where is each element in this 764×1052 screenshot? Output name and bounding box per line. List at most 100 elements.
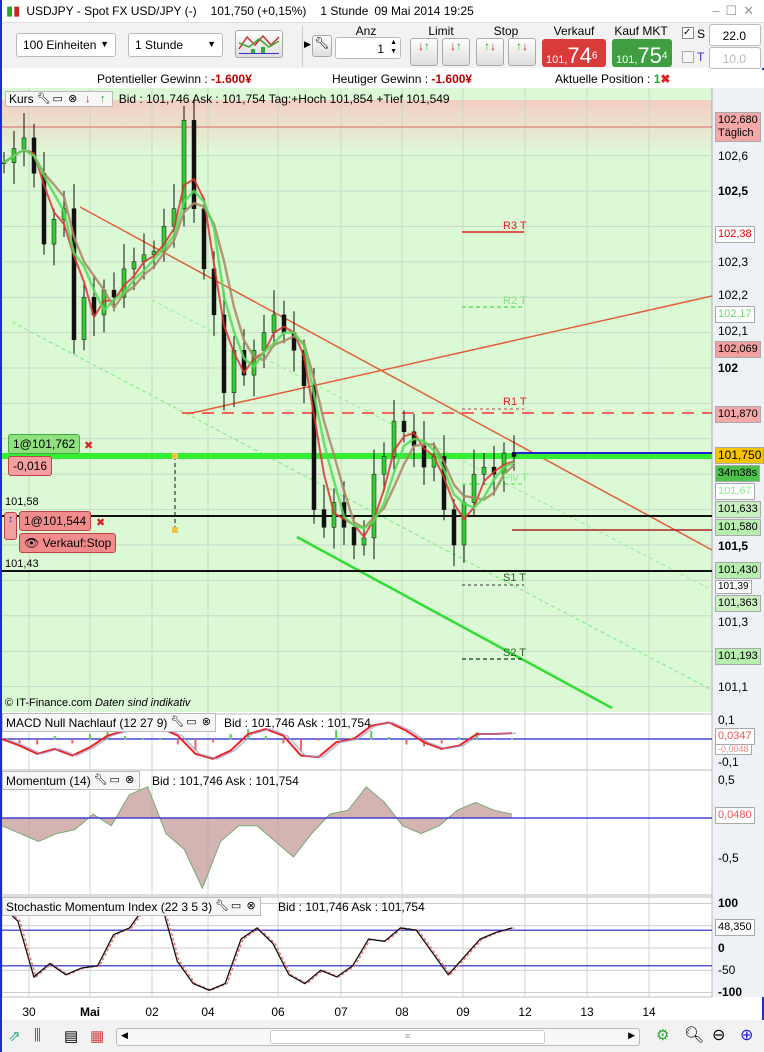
daily-high-value: 102,680 xyxy=(718,114,758,126)
macd-histogram-bar xyxy=(317,739,320,741)
window-icon[interactable]: ▭ xyxy=(230,900,242,912)
position-value: 1 xyxy=(653,72,661,86)
smi-value-tag: 48,350 xyxy=(715,919,755,936)
candle-body xyxy=(371,473,377,539)
settings-button[interactable]: 🔧︎ xyxy=(312,35,332,57)
piv-label: Piv T xyxy=(503,472,528,484)
buy-order-tag[interactable]: 1@101,762 xyxy=(8,434,81,454)
wrench-icon[interactable]: 🔧︎ xyxy=(170,716,185,728)
window-icon[interactable]: ▭ xyxy=(52,92,63,105)
eye-icon: 👁︎ xyxy=(24,536,43,550)
stepper-arrows-icon[interactable]: ▲ ▼ xyxy=(390,39,397,55)
close-circle-icon[interactable]: ⊗ xyxy=(201,716,212,728)
window-icon[interactable]: ▭ xyxy=(186,716,197,728)
close-icon[interactable]: ✕ xyxy=(743,3,760,18)
stop-type-tag[interactable]: 👁︎ Verkauf:Stop xyxy=(19,533,117,553)
candle-body xyxy=(21,137,27,149)
sell-price-prefix: 101, xyxy=(546,54,568,66)
period-select[interactable]: 1 Stunde ▼ xyxy=(128,33,223,57)
close-circle-icon[interactable]: ⊗ xyxy=(125,774,135,786)
wrench-icon[interactable]: 🔧︎ xyxy=(215,900,230,912)
orderbook-icon[interactable]: ▦ xyxy=(90,1028,105,1045)
t-stepper[interactable]: 10.0 xyxy=(709,47,761,69)
candle-body xyxy=(451,509,457,546)
smi-line xyxy=(2,902,513,991)
title-bar: ▮▮ USDJPY - Spot FX USD/JPY (-) 101,750 … xyxy=(2,0,764,22)
level-102069-tag: 102,069 xyxy=(715,341,761,358)
stop-sell-button[interactable]: ↑↓ xyxy=(508,38,536,66)
macd-tick: 0,1 xyxy=(718,713,735,727)
report-icon[interactable]: ▤ xyxy=(64,1028,79,1045)
s-checkbox[interactable]: ✓ xyxy=(682,27,694,39)
limit-order-icon: ↓ xyxy=(450,39,456,53)
macd-histogram-bar xyxy=(370,731,373,740)
date-axis-tick: 13 xyxy=(580,1005,594,1019)
drag-stop-handle-icon[interactable]: ↕ xyxy=(4,512,17,540)
scrollbar-thumb[interactable]: ≡ xyxy=(270,1030,545,1044)
s-stepper[interactable]: 22.0 xyxy=(709,24,761,46)
stop-order-tag[interactable]: 1@101,544 xyxy=(19,511,92,531)
anz-stepper[interactable]: 1 ▲ ▼ xyxy=(335,37,401,59)
chart-type-icon[interactable]: ⇗ xyxy=(8,1028,21,1045)
close-position-icon[interactable]: ✖ xyxy=(660,72,671,86)
cancel-stop-icon[interactable]: ✖ xyxy=(96,517,106,529)
macd-signal-tag: -0,0048 xyxy=(715,745,752,755)
t-checkbox[interactable] xyxy=(682,51,694,63)
chart-settings-icon[interactable]: ⚙ xyxy=(656,1027,670,1044)
chart-area[interactable] xyxy=(2,88,764,1020)
r2-label: R2 T xyxy=(503,295,527,307)
channel-dashed-line xyxy=(11,321,713,691)
close-circle-icon[interactable]: ⊗ xyxy=(246,900,256,912)
level-101580-tag: 101,580 xyxy=(715,519,761,536)
macd-histogram-bar xyxy=(493,739,496,740)
info-bar: Potentieller Gewinn : -1.600¥ Heutiger G… xyxy=(2,70,764,88)
stop-order-icon: ↑ xyxy=(516,39,522,53)
wrench-icon[interactable]: 🔧︎ xyxy=(93,774,108,786)
limit-sell-button[interactable]: ↓↑ xyxy=(442,38,470,66)
level-label-101-58: 101,58 xyxy=(5,496,39,508)
horizontal-scrollbar[interactable]: ◀ ≡ ▶ xyxy=(116,1028,640,1046)
macd-histogram-bar xyxy=(335,730,338,740)
main-panel-header: Kurs 🔧︎ ▭ ⊗ ↓ ↑ Bid : 101,746 Ask : 101,… xyxy=(2,90,453,108)
zoom-in-icon[interactable]: ⊕ xyxy=(740,1027,754,1044)
quantity-select[interactable]: 100 Einheiten ▼ xyxy=(16,33,116,57)
candlestick-icon[interactable]: ⫼ xyxy=(34,1027,41,1044)
sell-price-big: 74 xyxy=(567,43,592,68)
buy-market-button[interactable]: 101,754 xyxy=(612,39,672,68)
sell-arrow-icon[interactable]: ↓ xyxy=(84,92,91,105)
wrench-icon[interactable]: 🔧︎ xyxy=(36,92,51,105)
scroll-left-icon[interactable]: ◀ xyxy=(121,1030,128,1040)
indicator-chart-button[interactable] xyxy=(235,30,283,58)
today-profit: Heutiger Gewinn : -1.600¥ xyxy=(332,72,472,86)
position-label: Aktuelle Position : xyxy=(555,72,654,86)
macd-histogram-bar xyxy=(36,739,39,745)
limit-order-icon: ↓ xyxy=(418,39,424,53)
price-axis-tick: 102,2 xyxy=(718,288,749,303)
expand-arrow-icon[interactable]: ▶ xyxy=(304,39,311,49)
minimize-icon[interactable]: – xyxy=(712,3,726,18)
window-icon[interactable]: ▭ xyxy=(109,774,120,786)
stop-buy-button[interactable]: ↑↓ xyxy=(476,38,504,66)
scroll-right-icon[interactable]: ▶ xyxy=(628,1030,635,1040)
sell-market-button[interactable]: 101,746 xyxy=(542,39,606,68)
sell-price-sup: 6 xyxy=(591,50,598,62)
macd-histogram-bar xyxy=(229,734,232,740)
s2-tag: 101,193 xyxy=(715,648,761,665)
close-order-icon[interactable]: ✖ xyxy=(84,440,94,452)
zoom-out-icon[interactable]: ⊖ xyxy=(712,1027,726,1044)
momentum-header: Momentum (14) 🔧︎ ▭ ⊗ xyxy=(2,771,140,790)
window-price: 101,750 (+0,15%) xyxy=(210,4,307,18)
buy-price-sup: 4 xyxy=(661,50,668,62)
close-circle-icon[interactable]: ⊗ xyxy=(68,92,78,105)
zoom-fit-icon[interactable]: 🔍︎ xyxy=(684,1027,705,1044)
date-axis-tick: 07 xyxy=(334,1005,348,1019)
buy-arrow-icon[interactable]: ↑ xyxy=(99,92,106,105)
date-axis-tick: 02 xyxy=(145,1005,159,1019)
fast-ma-line xyxy=(3,148,515,539)
main-panel-title: Kurs xyxy=(9,92,34,106)
date-axis-tick: 08 xyxy=(395,1005,409,1019)
limit-buy-button[interactable]: ↓↑ xyxy=(410,38,438,66)
candle-body xyxy=(271,314,277,333)
s-label: S xyxy=(697,27,706,41)
maximize-icon[interactable]: ☐ xyxy=(725,3,744,18)
